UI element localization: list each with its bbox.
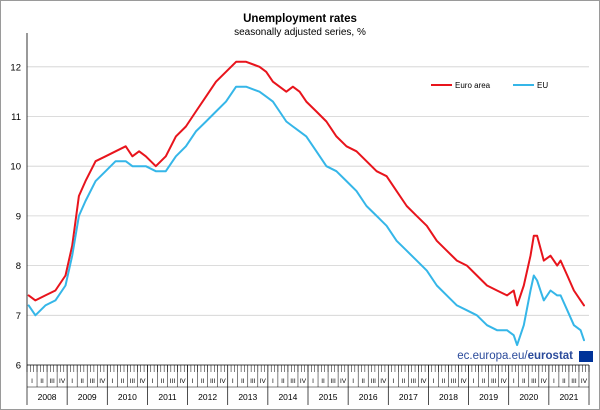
x-quarter-label: II xyxy=(281,378,285,385)
x-quarter-label: I xyxy=(392,378,394,385)
x-quarter-label: III xyxy=(250,378,256,385)
x-quarter-label: III xyxy=(90,378,96,385)
x-quarter-label: III xyxy=(371,378,377,385)
x-year-label: 2016 xyxy=(359,392,378,402)
x-quarter-label: I xyxy=(111,378,113,385)
x-year-label: 2008 xyxy=(38,392,57,402)
x-quarter-label: IV xyxy=(179,378,186,385)
x-year-label: 2009 xyxy=(78,392,97,402)
y-tick-label: 7 xyxy=(16,311,21,322)
x-quarter-label: IV xyxy=(420,378,427,385)
x-quarter-label: III xyxy=(130,378,136,385)
y-tick-label: 8 xyxy=(16,261,21,272)
x-quarter-label: III xyxy=(491,378,497,385)
x-quarter-label: I xyxy=(272,378,274,385)
x-quarter-label: II xyxy=(361,378,365,385)
chart-title: Unemployment rates xyxy=(243,13,357,25)
x-quarter-label: IV xyxy=(139,378,146,385)
x-quarter-label: I xyxy=(71,378,73,385)
x-quarter-label: I xyxy=(312,378,314,385)
source-url: ec.europa.eu/ xyxy=(457,350,528,362)
x-quarter-label: IV xyxy=(300,378,307,385)
x-quarter-label: I xyxy=(192,378,194,385)
x-quarter-label: I xyxy=(352,378,354,385)
legend-label-euro-area: Euro area xyxy=(455,81,491,90)
x-quarter-label: II xyxy=(121,378,125,385)
x-quarter-label: II xyxy=(321,378,325,385)
x-quarter-label: III xyxy=(170,378,176,385)
x-quarter-label: III xyxy=(411,378,417,385)
x-quarter-label: III xyxy=(571,378,577,385)
x-quarter-label: IV xyxy=(220,378,227,385)
eu-flag-icon xyxy=(579,351,593,362)
x-quarter-label: I xyxy=(553,378,555,385)
x-quarter-label: IV xyxy=(260,378,267,385)
source-brand: eurostat xyxy=(527,350,573,362)
x-quarter-label: III xyxy=(210,378,216,385)
x-quarter-label: I xyxy=(513,378,515,385)
x-quarter-label: II xyxy=(201,378,205,385)
series-line-eu xyxy=(27,85,585,347)
x-quarter-label: II xyxy=(442,378,446,385)
x-year-label: 2015 xyxy=(319,392,338,402)
series-line-euro-area xyxy=(27,60,585,307)
x-quarter-label: II xyxy=(80,378,84,385)
x-quarter-label: IV xyxy=(59,378,66,385)
x-year-label: 2017 xyxy=(399,392,418,402)
x-year-label: 2019 xyxy=(479,392,498,402)
x-year-label: 2014 xyxy=(278,392,297,402)
x-year-label: 2021 xyxy=(559,392,578,402)
x-quarter-label: IV xyxy=(501,378,508,385)
x-quarter-label: IV xyxy=(460,378,467,385)
x-quarter-label: III xyxy=(330,378,336,385)
y-tick-label: 10 xyxy=(10,162,21,173)
x-year-label: 2020 xyxy=(519,392,538,402)
x-quarter-label: III xyxy=(49,378,55,385)
x-year-label: 2013 xyxy=(238,392,257,402)
x-quarter-label: I xyxy=(232,378,234,385)
x-quarter-label: III xyxy=(531,378,537,385)
x-quarter-label: III xyxy=(451,378,457,385)
x-year-label: 2018 xyxy=(439,392,458,402)
x-quarter-label: III xyxy=(290,378,296,385)
y-tick-label: 12 xyxy=(10,62,21,73)
x-quarter-label: IV xyxy=(380,378,387,385)
source-credit[interactable]: ec.europa.eu/eurostat xyxy=(457,350,573,362)
x-quarter-label: IV xyxy=(340,378,347,385)
x-quarter-label: II xyxy=(522,378,526,385)
x-quarter-label: II xyxy=(161,378,165,385)
x-quarter-label: II xyxy=(241,378,245,385)
x-quarter-label: IV xyxy=(581,378,588,385)
x-quarter-label: I xyxy=(152,378,154,385)
x-year-label: 2011 xyxy=(158,392,177,402)
y-tick-label: 11 xyxy=(11,112,21,123)
x-year-label: 2010 xyxy=(118,392,137,402)
chart-subtitle: seasonally adjusted series, % xyxy=(234,27,366,38)
y-tick-label: 6 xyxy=(16,361,21,372)
legend-label-eu: EU xyxy=(537,81,548,90)
x-quarter-label: I xyxy=(473,378,475,385)
x-quarter-label: I xyxy=(433,378,435,385)
x-quarter-label: I xyxy=(31,378,33,385)
x-quarter-label: II xyxy=(40,378,44,385)
x-quarter-label: II xyxy=(402,378,406,385)
x-quarter-label: II xyxy=(482,378,486,385)
y-tick-label: 9 xyxy=(16,211,21,222)
x-quarter-label: IV xyxy=(541,378,548,385)
x-quarter-label: IV xyxy=(99,378,106,385)
x-quarter-label: II xyxy=(562,378,566,385)
x-year-label: 2012 xyxy=(198,392,217,402)
